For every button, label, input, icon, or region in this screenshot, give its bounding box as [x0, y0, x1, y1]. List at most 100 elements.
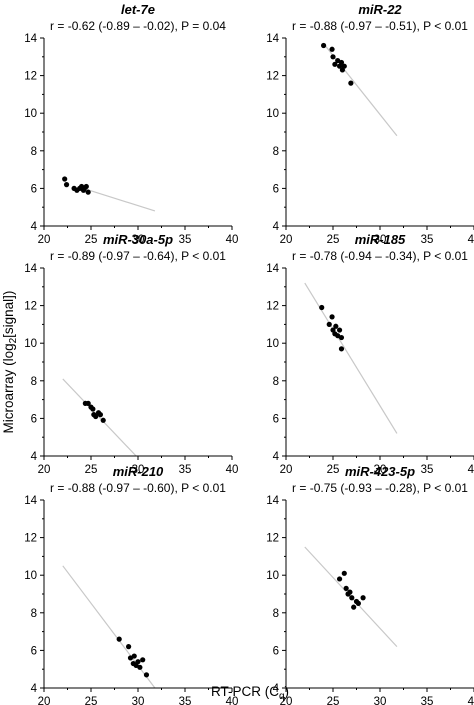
y-tick-label: 10	[24, 570, 37, 582]
y-tick-label: 14	[266, 263, 279, 275]
x-tick-label: 25	[85, 464, 98, 476]
scatter-panel-3: miR-30a-5p r = -0.89 (-0.97 – -0.64), P <…	[24, 232, 238, 476]
x-tick-label: 25	[327, 234, 340, 246]
data-point	[329, 314, 335, 320]
regression-line	[62, 378, 137, 457]
y-tick-label: 8	[31, 376, 37, 388]
data-point	[333, 323, 339, 329]
y-tick-label: 10	[266, 108, 279, 120]
x-tick-label: 30	[132, 464, 145, 476]
x-tick-label: 20	[38, 696, 51, 705]
panel-stats: r = -0.62 (-0.89 – -0.02), P = 0.04	[50, 19, 226, 33]
y-tick-label: 6	[273, 413, 279, 425]
data-point	[338, 59, 345, 66]
panel-stats: r = -0.75 (-0.93 – -0.28), P < 0.01	[292, 481, 468, 495]
y-tick-label: 12	[266, 533, 279, 545]
panel-title: miR-210	[113, 464, 164, 479]
x-tick-label: 25	[85, 234, 98, 246]
x-tick-label: 30	[374, 464, 387, 476]
x-tick-label: 30	[132, 696, 145, 705]
y-tick-label: 12	[266, 301, 279, 313]
y-tick-label: 10	[266, 338, 279, 350]
data-point	[100, 417, 106, 423]
y-tick-label: 8	[31, 146, 37, 158]
x-tick-label: 30	[374, 696, 387, 705]
data-point	[319, 304, 325, 311]
data-point	[321, 42, 327, 49]
x-tick-label: 20	[38, 464, 51, 476]
x-tick-label: 40	[226, 696, 239, 705]
y-tick-label: 12	[24, 71, 37, 83]
data-point	[341, 570, 347, 576]
y-tick-label: 12	[24, 301, 37, 313]
x-tick-label: 25	[327, 696, 340, 705]
regression-line	[62, 565, 156, 689]
panel-stats: r = -0.89 (-0.97 – -0.64), P < 0.01	[50, 249, 226, 263]
x-tick-label: 40	[468, 234, 474, 246]
data-point	[338, 334, 345, 341]
data-point	[90, 406, 96, 412]
x-tick-label: 25	[85, 696, 98, 705]
y-tick-label: 14	[266, 495, 279, 507]
y-tick-label: 14	[24, 495, 37, 507]
x-tick-label: 35	[179, 234, 192, 246]
x-tick-label: 20	[280, 234, 293, 246]
data-point	[341, 63, 347, 69]
data-point	[143, 672, 150, 678]
y-tick-label: 6	[31, 183, 37, 195]
x-tick-label: 35	[421, 234, 434, 246]
y-tick-label: 10	[266, 570, 279, 582]
data-point	[85, 400, 91, 406]
data-point	[63, 182, 70, 188]
y-tick-label: 10	[24, 338, 37, 350]
scatter-panel-1: let-7e r = -0.62 (-0.89 – -0.02), P = 0.0…	[24, 2, 238, 246]
y-tick-label: 8	[273, 146, 279, 158]
y-tick-label: 14	[266, 33, 279, 45]
x-tick-label: 40	[226, 464, 239, 476]
data-point	[338, 346, 345, 352]
y-tick-label: 8	[273, 376, 279, 388]
panel-title: miR-22	[358, 2, 402, 17]
x-tick-label: 40	[468, 696, 474, 705]
x-tick-label: 35	[421, 464, 434, 476]
data-point	[93, 413, 99, 420]
panel-stats: r = -0.88 (-0.97 – -0.51), P < 0.01	[292, 19, 468, 33]
y-tick-label: 8	[273, 608, 279, 620]
data-point	[348, 80, 354, 86]
y-tick-label: 6	[273, 183, 279, 195]
x-tick-label: 20	[38, 234, 51, 246]
y-tick-label: 6	[273, 645, 279, 657]
y-tick-label: 14	[24, 33, 37, 45]
panel-stats: r = -0.78 (-0.94 – -0.34), P < 0.01	[292, 249, 468, 263]
y-tick-label: 4	[31, 451, 38, 463]
y-tick-label: 6	[31, 413, 37, 425]
data-point	[349, 595, 355, 601]
data-point	[351, 604, 357, 610]
y-tick-label: 12	[266, 71, 279, 83]
data-point	[116, 636, 122, 642]
x-tick-label: 35	[179, 464, 192, 476]
y-tick-label: 10	[24, 108, 37, 120]
data-point	[329, 46, 335, 52]
y-tick-label: 4	[273, 683, 280, 695]
x-tick-label: 40	[468, 464, 474, 476]
y-tick-label: 4	[31, 221, 38, 233]
data-point	[62, 176, 68, 182]
data-point	[336, 327, 343, 333]
panel-stats: r = -0.88 (-0.97 – -0.60), P < 0.01	[50, 481, 226, 495]
panel-title: let-7e	[121, 2, 155, 17]
data-point	[83, 183, 89, 190]
data-point	[137, 664, 143, 670]
data-point	[330, 54, 336, 60]
x-tick-label: 30	[132, 234, 145, 246]
scatter-panel-4: miR-185 r = -0.78 (-0.94 – -0.34), P < 0.…	[266, 232, 474, 476]
regression-line	[304, 282, 398, 434]
data-point	[140, 657, 146, 663]
x-tick-label: 20	[280, 464, 293, 476]
panel-title: miR-185	[355, 232, 406, 247]
data-point	[347, 589, 353, 595]
y-tick-label: 8	[31, 608, 37, 620]
y-tick-label: 14	[24, 263, 37, 275]
x-tick-label: 35	[179, 696, 192, 705]
